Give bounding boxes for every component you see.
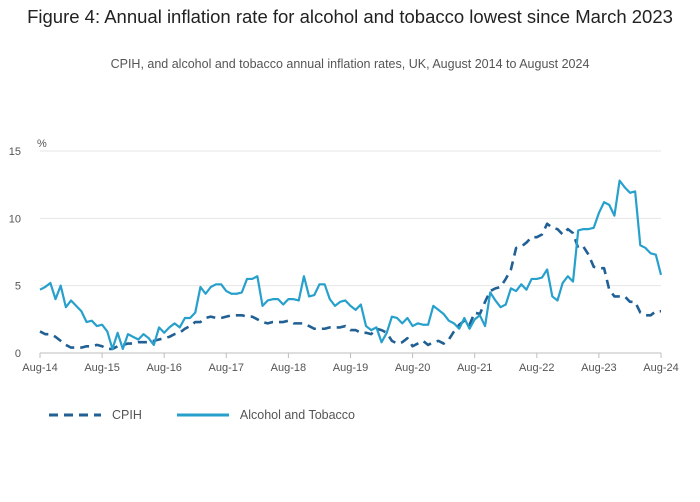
line-chart: 0 5 10 15% Aug-14 Aug-15 Aug-16 Aug-17 Aug-18 Aug… (9, 138, 679, 374)
chart-subtitle: CPIH, and alcohol and tobacco annual inf… (110, 57, 590, 71)
x-tick-label: Aug-20 (395, 362, 430, 374)
x-tick-label: Aug-24 (643, 362, 678, 374)
y-tick-label: 0 (15, 348, 21, 360)
axis-layer: 0 5 10 15% Aug-14 Aug-15 Aug-16 Aug-17 Aug-18 Aug… (9, 138, 679, 374)
x-tick-label: Aug-16 (146, 362, 181, 374)
legend-item-alcohol-tobacco[interactable]: Alcohol and Tobacco (176, 408, 355, 422)
grid-layer (40, 150, 661, 287)
legend-swatch-solid-line (176, 413, 229, 417)
alcohol-tobacco-series-line (39, 179, 663, 351)
x-tick-label: Aug-15 (84, 362, 119, 374)
x-tick-label: Aug-17 (209, 362, 244, 374)
cpih-series-line (39, 222, 661, 351)
x-tick-label: Aug-22 (519, 362, 554, 374)
series-layer (39, 179, 663, 351)
y-tick-label: 5 (15, 281, 21, 293)
x-tick-label: Aug-19 (333, 362, 368, 374)
x-tick-label: Aug-14 (22, 362, 57, 374)
legend-swatch-dashed-line (49, 413, 101, 417)
legend-item-cpih[interactable]: CPIH (48, 408, 142, 422)
legend-label-alcohol-tobacco: Alcohol and Tobacco (239, 408, 356, 422)
x-tick-label: Aug-21 (457, 362, 492, 374)
y-tick-label: 15 (9, 146, 21, 158)
x-tick-label: Aug-18 (271, 362, 306, 374)
x-tick-label: Aug-23 (581, 362, 616, 374)
chart-title: Figure 4: Annual inflation rate for alco… (27, 6, 673, 27)
y-tick-label: 10 (9, 213, 21, 225)
chart-legend: CPIH Alcohol and Tobacco (48, 408, 389, 422)
y-unit-label: % (37, 138, 47, 150)
legend-label-cpih: CPIH (112, 408, 142, 422)
